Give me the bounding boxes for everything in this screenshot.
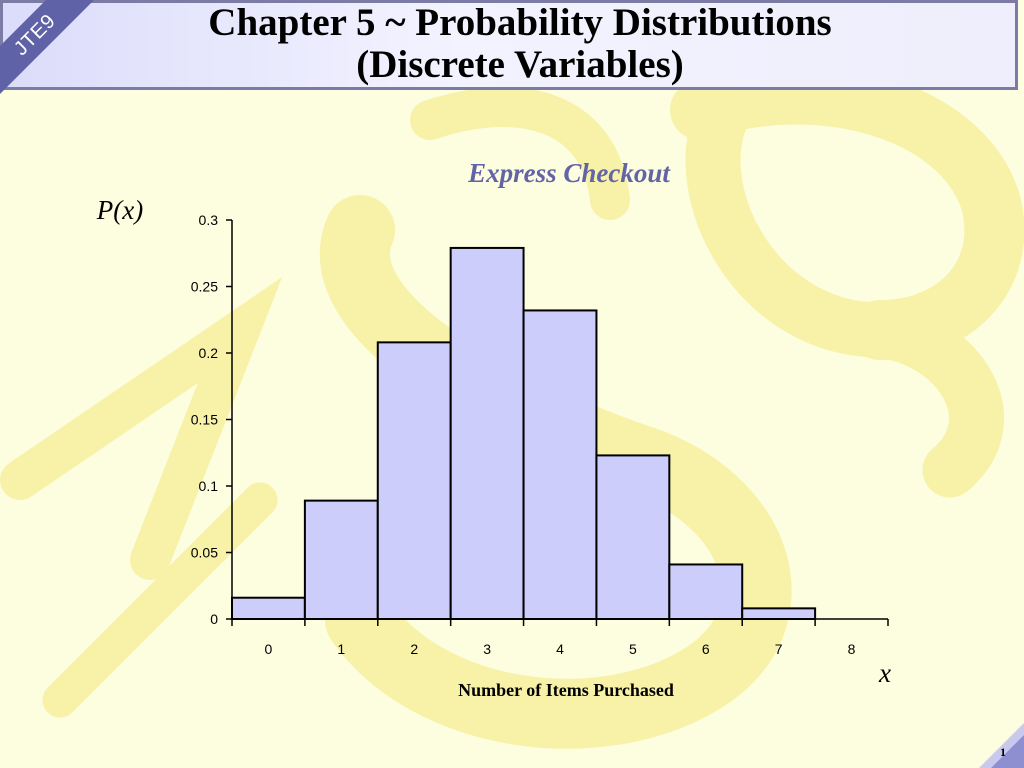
y-tick-label: 0.05 bbox=[191, 545, 218, 561]
y-tick-label: 0.15 bbox=[191, 412, 218, 428]
y-tick-label: 0 bbox=[210, 611, 218, 627]
y-tick-label: 0.3 bbox=[199, 212, 219, 228]
slide-header bbox=[0, 0, 1018, 90]
slide-title-line-1: Chapter 5 ~ Probability Distributions bbox=[208, 1, 832, 44]
x-tick-label: 5 bbox=[629, 641, 637, 657]
x-tick-label: 6 bbox=[702, 641, 710, 657]
bar-x-7 bbox=[741, 607, 817, 620]
x-tick-label: 8 bbox=[848, 641, 856, 657]
bar-x-3 bbox=[449, 246, 525, 620]
y-tick-label: 0.1 bbox=[199, 478, 219, 494]
slide-title: Chapter 5 ~ Probability Distributions (D… bbox=[90, 2, 950, 86]
page-number: 1 bbox=[1000, 745, 1006, 759]
x-tick-label: 0 bbox=[265, 641, 273, 657]
bar-x-4 bbox=[522, 309, 598, 620]
x-tick-label: 3 bbox=[483, 641, 491, 657]
bar-x-2 bbox=[376, 341, 452, 620]
x-tick-label: 2 bbox=[410, 641, 418, 657]
chart-title: Express Checkout bbox=[467, 158, 671, 188]
bar-x-1 bbox=[303, 499, 379, 621]
bar-x-0 bbox=[231, 596, 306, 620]
x-tick-label: 4 bbox=[556, 641, 564, 657]
x-tick-label: 1 bbox=[337, 641, 345, 657]
x-axis-symbol: x bbox=[878, 658, 891, 688]
y-tick-label: 0.2 bbox=[199, 345, 219, 361]
bar-x-6 bbox=[668, 563, 744, 620]
bar-x-5 bbox=[595, 454, 671, 620]
y-tick-label: 0.25 bbox=[191, 279, 218, 295]
y-axis-label: P(x) bbox=[96, 195, 143, 225]
page-corner bbox=[979, 723, 1024, 768]
x-tick-label: 7 bbox=[775, 641, 783, 657]
slide-title-line-2: (Discrete Variables) bbox=[356, 43, 684, 86]
x-axis-label: Number of Items Purchased bbox=[458, 680, 674, 700]
